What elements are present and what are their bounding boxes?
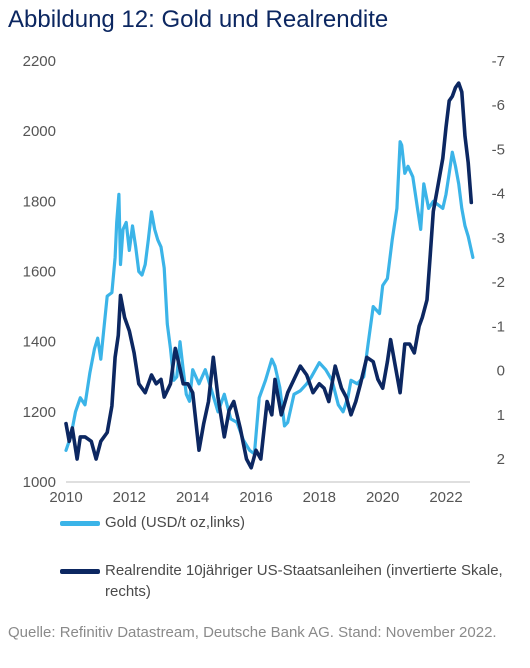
legend-item-gold: Gold (USD/t oz,links) xyxy=(60,512,510,533)
y-right-tick-label: -6 xyxy=(492,97,505,114)
chart-title: Abbildung 12: Gold und Realrendite xyxy=(8,6,389,33)
y-left-tick-label: 1400 xyxy=(23,334,56,351)
y-right-tick-label: -1 xyxy=(492,318,505,335)
x-tick-label: 2012 xyxy=(113,489,146,506)
y-left-tick-label: 1800 xyxy=(23,193,56,210)
series-line-real-yield xyxy=(64,81,474,470)
y-right-tick-label: 0 xyxy=(497,363,505,380)
y-right-tick-label: -2 xyxy=(492,274,505,291)
y-right-tick-label: 2 xyxy=(497,451,505,468)
y-right-tick-label: 1 xyxy=(497,407,505,424)
x-tick-label: 2022 xyxy=(429,489,462,506)
source-note: Quelle: Refinitiv Datastream, Deutsche B… xyxy=(8,624,497,641)
y-right-tick-label: -4 xyxy=(492,186,505,203)
y-left-tick-label: 1600 xyxy=(23,264,56,281)
x-tick-label: 2014 xyxy=(176,489,209,506)
y-left-tick-label: 2000 xyxy=(23,123,56,140)
legend-item-real-yield: Realrendite 10jähriger US-Staatsanleihen… xyxy=(60,560,510,602)
legend-swatch-gold xyxy=(60,521,100,526)
y-right-tick-label: -3 xyxy=(492,230,505,247)
legend-swatch-real-yield xyxy=(60,569,100,574)
x-tick-label: 2018 xyxy=(303,489,336,506)
x-tick-label: 2016 xyxy=(239,489,272,506)
y-left-tick-label: 1200 xyxy=(23,404,56,421)
legend-label-gold: Gold (USD/t oz,links) xyxy=(105,514,246,531)
y-right-tick-label: -7 xyxy=(492,53,505,70)
y-left-tick-label: 2200 xyxy=(23,53,56,70)
y-left-tick-label: 1000 xyxy=(23,474,56,491)
x-tick-label: 2010 xyxy=(49,489,82,506)
y-right-tick-label: -5 xyxy=(492,141,505,158)
chart-area: 2010 2012 2014 2016 2018 2020 2022 1000 1200 1400… xyxy=(23,53,505,506)
legend-label-real-yield: Realrendite 10jähriger US-Staatsanleihen… xyxy=(105,562,503,600)
x-tick-label: 2020 xyxy=(366,489,399,506)
